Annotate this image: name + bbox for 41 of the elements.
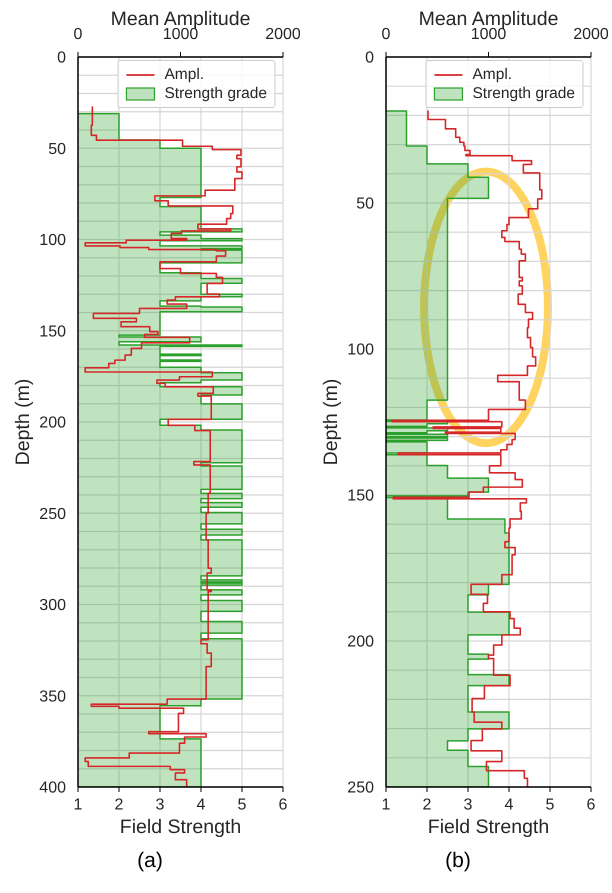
y-tick-label: 0 [365,50,374,67]
x-axis-title: Field Strength [428,816,550,838]
x-tick-label: 6 [278,796,288,814]
y-tick-label: 250 [347,780,374,797]
x2-tick-label: 0 [74,26,83,43]
y-tick-label: 350 [39,688,66,706]
legend-label: Ampl. [164,65,204,84]
y-tick-label: 50 [48,140,66,158]
x-tick-label: 1 [74,796,83,814]
x-tick-label: 2 [114,796,124,814]
y-axis-title: Depth (m) [12,378,34,466]
x-tick-label: 3 [464,796,473,814]
x-tick-label: 6 [586,796,596,814]
x-tick-label: 1 [382,796,391,814]
y-tick-label: 200 [347,634,374,651]
legend-label: Strength grade [472,84,575,103]
legend-label: Strength grade [164,84,267,103]
x-tick-label: 2 [422,796,432,814]
y-tick-label: 400 [39,780,66,797]
x-tick-label: 5 [546,796,555,814]
y-axis-title: Depth (m) [320,378,342,466]
y-tick-label: 100 [39,232,66,250]
y-tick-label: 150 [347,488,374,505]
y-tick-label: 150 [39,323,66,340]
y-tick-label: 300 [39,597,66,614]
y-tick-label: 250 [39,506,66,523]
legend-label: Ampl. [472,65,512,84]
y-tick-label: 0 [57,50,66,67]
x2-tick-label: 2000 [573,26,609,43]
text: (b) [445,849,471,872]
x-axis-title: Field Strength [120,816,242,838]
y-tick-label: 50 [356,196,374,213]
y-tick-label: 100 [347,342,374,359]
x-tick-label: 4 [196,796,206,814]
y-tick-label: 200 [39,414,66,432]
x2-tick-label: 0 [382,26,391,43]
x-tick-label: 5 [238,796,247,814]
x-tick-label: 3 [156,796,165,814]
text: (a) [137,849,163,872]
x-tick-label: 4 [504,796,514,814]
x2-tick-label: 2000 [265,26,301,43]
